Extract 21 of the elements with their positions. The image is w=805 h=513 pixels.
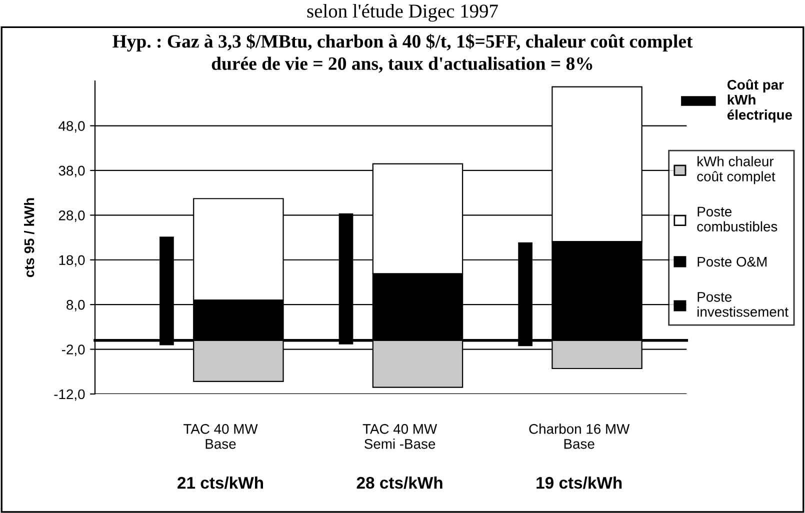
- x-tick-label: Charbon 16 MW Base: [529, 424, 630, 449]
- y-axis-title: cts 95 / kWh: [24, 198, 34, 278]
- legend-label: kWh chaleur coût complet: [697, 156, 776, 184]
- legend-label: Poste investissement: [698, 292, 788, 317]
- chart-title: Hyp. : Gaz à 3,3 $/MBtu, charbon à 40 $/t, 1$=5FF, chaleur coût complet durée de vie = 20 ans, taux d'actualisation = 8%: [112, 34, 693, 73]
- y-tick-label: 8,0: [66, 300, 85, 312]
- y-tick-label: 48,0: [58, 121, 85, 133]
- legend-label: Poste O&M: [698, 256, 766, 267]
- y-tick-label: 28,0: [58, 210, 85, 222]
- x-tick-label: TAC 40 MW Base: [184, 424, 258, 449]
- text: 19 cts/kWh: [536, 476, 622, 489]
- legend-label: Poste combustibles: [697, 206, 778, 232]
- x-tick-label: TAC 40 MW Semi -Base: [362, 424, 438, 449]
- text: 28 cts/kWh: [356, 476, 442, 489]
- y-tick-label: -2,0: [62, 344, 85, 356]
- chart-subtitle: selon l'étude Digec 1997: [307, 4, 498, 22]
- legend-label: Coût par kWh électrique: [727, 79, 792, 123]
- y-tick-label: 18,0: [59, 255, 85, 267]
- text: 21 cts/kWh: [178, 476, 263, 489]
- y-tick-label: -12,0: [54, 389, 85, 401]
- y-tick-label: 38,0: [58, 166, 85, 178]
